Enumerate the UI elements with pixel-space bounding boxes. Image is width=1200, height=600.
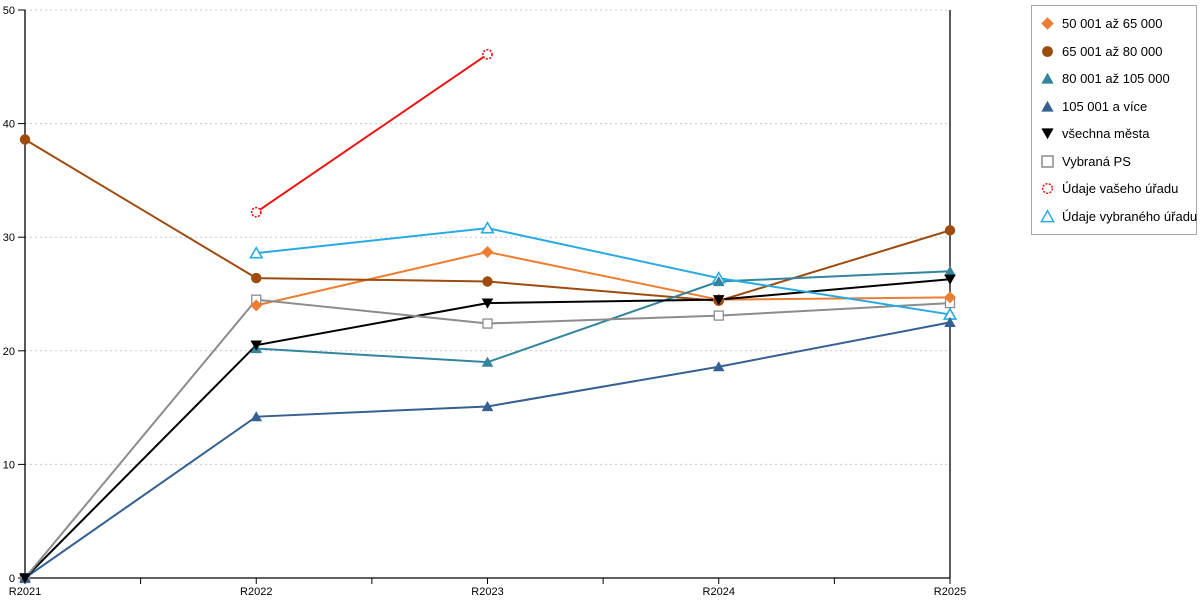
data-point-marker-s2 [481, 356, 494, 367]
legend-item-2: 80 001 až 105 000 [1040, 71, 1196, 86]
legend-label: Údaje vašeho úřadu [1062, 181, 1179, 197]
data-point-marker-s7 [480, 221, 495, 234]
data-point-marker-s1 [251, 272, 262, 284]
legend-item-0: 50 001 až 65 000 [1040, 16, 1196, 31]
diamond-legend-icon [1041, 17, 1054, 30]
data-point-marker-s3 [712, 361, 725, 372]
triangle-up-legend-icon [1041, 73, 1054, 84]
series-line-7 [256, 227, 951, 316]
series-line-6 [255, 53, 489, 214]
legend-item-3: 105 001 a více [1040, 99, 1196, 114]
x-tick-label: R2022 [240, 586, 272, 598]
data-point-marker-s3 [944, 316, 956, 327]
triangle-up-glyph [1041, 73, 1054, 84]
data-point-marker-s6 [482, 48, 493, 60]
legend-label: 80 001 až 105 000 [1062, 71, 1170, 87]
circle-glyph [1042, 45, 1053, 57]
y-tick-label: 10 [3, 459, 15, 471]
legend-item-6: Údaje vašeho úřadu [1040, 181, 1196, 196]
legend-item-4: všechna města [1040, 126, 1196, 141]
circle-legend-icon [1041, 183, 1054, 195]
triangle-up-glyph [1041, 100, 1054, 112]
data-point-marker-s1 [19, 134, 31, 145]
data-point-marker-s2 [712, 276, 725, 287]
triangle-down-glyph [1041, 128, 1054, 140]
data-point-marker-s3 [481, 400, 494, 412]
data-point-marker-s7 [249, 245, 264, 259]
chart-legend: 50 001 až 65 000 65 001 až 80 000 80 001 a… [1031, 5, 1197, 235]
data-point-marker-s4 [19, 573, 31, 584]
legend-item-1: 65 001 až 80 000 [1040, 44, 1196, 59]
data-point-marker-s5 [713, 310, 724, 321]
legend-label: 105 001 a více [1062, 98, 1148, 114]
data-point-marker-s0 [481, 245, 494, 258]
series-line-2 [256, 270, 951, 364]
square-glyph [1041, 155, 1054, 168]
data-point-marker-s4 [944, 274, 956, 285]
x-tick-label: R2025 [934, 586, 966, 598]
square-legend-icon [1041, 155, 1054, 168]
legend-label: 50 001 až 65 000 [1062, 16, 1163, 32]
data-point-marker-s3 [250, 411, 263, 422]
circle-glyph [1041, 183, 1054, 195]
y-tick-label: 40 [3, 119, 15, 131]
y-tick-label: 50 [3, 5, 15, 17]
triangle-up-glyph [1040, 209, 1055, 223]
data-point-marker-s4 [250, 340, 263, 351]
diamond-glyph [1041, 17, 1054, 30]
data-point-marker-s5 [482, 318, 493, 329]
circle-legend-icon [1042, 45, 1053, 57]
legend-item-5: Vybraná PS [1040, 154, 1196, 169]
y-tick-label: 0 [9, 573, 15, 585]
data-point-marker-s0 [250, 299, 263, 312]
y-tick-label: 30 [3, 232, 15, 244]
y-tick-label: 20 [3, 346, 15, 358]
data-point-marker-s0 [944, 291, 956, 304]
series-line-0 [256, 250, 951, 307]
data-point-marker-s6 [250, 206, 262, 218]
x-tick-label: R2024 [703, 586, 735, 598]
triangle-up-legend-icon [1041, 100, 1054, 112]
data-point-marker-s1 [482, 276, 493, 287]
data-point-marker-s1 [944, 225, 956, 236]
data-point-marker-s2 [944, 265, 956, 276]
legend-label: 65 001 až 80 000 [1062, 43, 1163, 59]
triangle-up-legend-icon [1040, 209, 1055, 223]
data-point-marker-s4 [481, 298, 494, 309]
legend-label: Vybraná PS [1062, 153, 1131, 169]
x-tick-label: R2023 [471, 586, 503, 598]
data-point-marker-s4 [712, 295, 725, 306]
triangle-down-legend-icon [1041, 128, 1054, 140]
legend-item-7: Údaje vybraného úřadu [1040, 208, 1198, 224]
x-tick-label: R2021 [9, 586, 41, 598]
legend-label: všechna města [1062, 126, 1150, 142]
legend-label: Údaje vybraného úřadu [1062, 208, 1198, 224]
